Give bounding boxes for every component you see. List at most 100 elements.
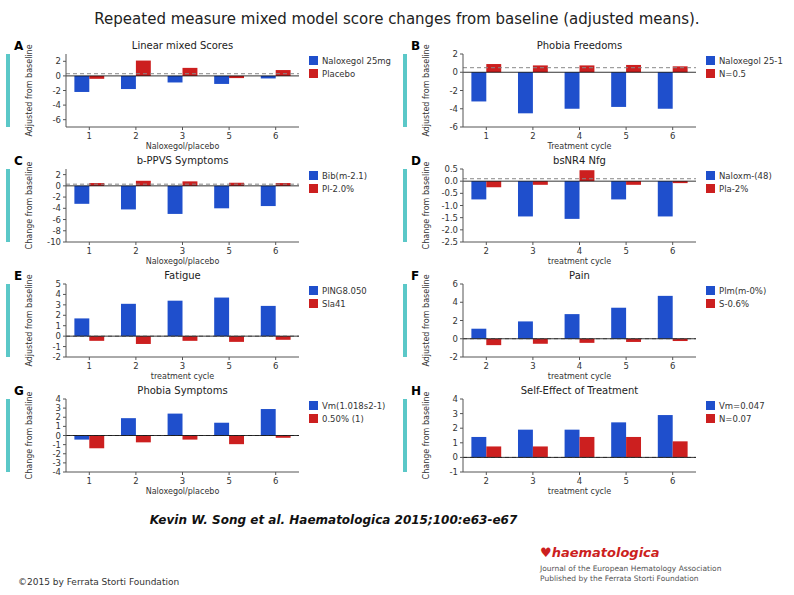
y-tick-label: 0 [453, 452, 458, 462]
y-tick-label: 0.0 [444, 176, 458, 186]
y-tick-label: -2 [53, 449, 61, 459]
y-tick-label: 1 [453, 438, 458, 448]
x-tick-label: 2 [484, 476, 489, 486]
y-tick-label: -4 [53, 467, 61, 477]
y-axis-label: Adjusted from baseline [422, 44, 431, 136]
x-tick-label: 1 [87, 476, 92, 486]
y-axis-label: Change from baseline [422, 392, 431, 480]
panel-title: Linear mixed Scores [132, 40, 233, 51]
x-tick-label: 4 [577, 361, 582, 371]
bar [626, 437, 641, 457]
x-tick-label: 6 [273, 246, 278, 256]
x-tick-label: 2 [133, 131, 138, 141]
y-tick-label: 2 [453, 423, 458, 433]
zero-line [463, 338, 696, 339]
x-tick [532, 127, 533, 130]
x-tick [532, 472, 533, 475]
x-tick [89, 242, 90, 245]
bar [261, 306, 276, 336]
y-tick-label: -6 [53, 115, 61, 125]
zero-line [66, 435, 299, 436]
logo-subtitle-line: Published by the Ferrata Storti Foundati… [540, 574, 699, 583]
bar [658, 181, 673, 216]
x-tick-label: 5 [226, 476, 231, 486]
x-tick-label: 1 [87, 246, 92, 256]
bar [229, 336, 244, 342]
legend-label: Naloxegol 25-1 [719, 56, 783, 66]
panel: EFatigue-2-1012345Adjusted from baseline… [6, 269, 367, 381]
x-tick [579, 127, 580, 130]
legend-swatch [309, 299, 318, 308]
y-tick-label: -4 [53, 203, 61, 213]
plot-area [463, 415, 696, 457]
bar [183, 436, 198, 440]
x-tick-label: 6 [670, 476, 675, 486]
legend-label: Vm=0.047 [719, 401, 765, 411]
bar [565, 181, 580, 219]
y-tick-label: -1.0 [441, 201, 458, 211]
y-tick-label: 2 [453, 49, 458, 59]
y-tick-label: 2 [56, 170, 61, 180]
x-tick [89, 127, 90, 130]
x-tick [672, 242, 673, 245]
bar [611, 181, 626, 199]
x-tick [182, 472, 183, 475]
x-tick-label: 3 [180, 476, 185, 486]
panel-accent [403, 169, 407, 242]
legend-swatch [706, 171, 715, 180]
bar [518, 430, 533, 458]
x-tick [672, 472, 673, 475]
y-axis-line [66, 54, 67, 127]
y-tick-label: -1.5 [441, 213, 458, 223]
x-tick-label: 6 [273, 476, 278, 486]
legend-label: S-0.6% [719, 299, 749, 309]
bar [611, 422, 626, 457]
x-tick [275, 357, 276, 360]
x-tick [135, 242, 136, 245]
y-tick-label: -10 [47, 237, 61, 247]
plot-area [66, 298, 299, 344]
bar [626, 181, 641, 185]
x-tick-label: 3 [180, 361, 185, 371]
legend-swatch [706, 286, 715, 295]
zero-line [66, 336, 299, 337]
legend-swatch [309, 171, 318, 180]
y-tick-label: -2.0 [441, 225, 458, 235]
x-tick [229, 472, 230, 475]
y-tick-label: -1 [450, 467, 458, 477]
plot-area [463, 296, 696, 345]
y-tick-label: -2.5 [441, 237, 458, 247]
x-tick-label: 4 [577, 476, 582, 486]
bar [229, 436, 244, 445]
y-tick-label: 0 [56, 431, 61, 441]
x-tick-label: 2 [484, 246, 489, 256]
panel: ALinear mixed Scores-6-4-202Adjusted fro… [6, 39, 391, 151]
y-tick-label: 4 [56, 289, 61, 299]
panel-accent [6, 284, 10, 357]
x-tick [579, 472, 580, 475]
y-tick-label: -4 [53, 100, 61, 110]
y-tick-label: -1 [53, 342, 61, 352]
x-tick [135, 127, 136, 130]
bar [565, 430, 580, 458]
panel-title: Phobia Freedoms [537, 40, 623, 51]
legend-label: Naloxm-(48) [719, 171, 772, 181]
y-tick-label: 5 [56, 279, 61, 289]
y-axis-label: Change from baseline [25, 162, 34, 250]
x-tick-label: 5 [226, 361, 231, 371]
bar [533, 339, 548, 344]
x-tick-label: 2 [484, 361, 489, 371]
legend-label: Vm(1.018s2-1) [322, 401, 385, 411]
bar [611, 72, 626, 107]
zero-line [463, 72, 696, 73]
panel-accent [6, 399, 10, 472]
y-tick-label: -4 [450, 104, 458, 114]
x-tick [229, 127, 230, 130]
x-tick [229, 242, 230, 245]
x-tick [182, 127, 183, 130]
x-tick [486, 242, 487, 245]
bar [611, 308, 626, 339]
x-tick [579, 242, 580, 245]
citation: Kevin W. Song et al. Haematologica 2015;… [150, 513, 518, 527]
y-tick-label: -2 [450, 86, 458, 96]
